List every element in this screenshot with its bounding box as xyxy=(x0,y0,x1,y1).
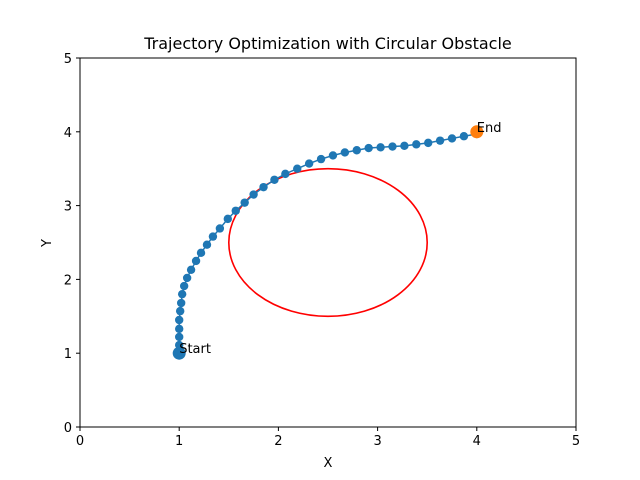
trajectory-point xyxy=(215,224,225,233)
x-axis-label: X xyxy=(324,456,333,471)
trajectory-point xyxy=(423,138,433,148)
trajectory-point xyxy=(259,182,268,192)
trajectory-point xyxy=(196,248,206,258)
trajectory-point xyxy=(376,143,385,152)
start-label: Start xyxy=(179,342,211,357)
trajectory-point xyxy=(412,140,421,149)
trajectory-point xyxy=(240,198,249,207)
end-marker xyxy=(470,125,484,139)
trajectory-point xyxy=(202,240,212,249)
trajectory-point xyxy=(175,332,184,342)
trajectory-point xyxy=(352,146,361,155)
y-tick-label: 5 xyxy=(64,52,72,67)
x-tick-label: 1 xyxy=(175,434,183,449)
y-tick-label: 4 xyxy=(64,126,72,141)
start-marker xyxy=(172,346,186,360)
trajectory-point xyxy=(388,142,397,151)
end-label: End xyxy=(477,121,502,136)
trajectory-point xyxy=(270,175,279,184)
trajectory-point xyxy=(340,148,350,157)
trajectory-point xyxy=(182,273,192,283)
plot-frame xyxy=(79,57,577,428)
trajectory-point xyxy=(186,265,196,275)
trajectory-point xyxy=(208,232,218,241)
trajectory-point xyxy=(231,206,240,215)
trajectory-point xyxy=(447,134,457,143)
trajectory-point xyxy=(400,141,409,151)
trajectory-point xyxy=(293,164,302,173)
trajectory-point xyxy=(316,154,326,164)
trajectory-point xyxy=(435,136,445,145)
trajectory-point xyxy=(175,324,184,334)
trajectory-point xyxy=(175,306,185,316)
axis-ticks: 0 1 2 3 4 5 0 1 2 3 4 5 xyxy=(64,52,580,449)
trajectory-point xyxy=(364,143,373,153)
y-tick-label: 2 xyxy=(64,273,72,288)
trajectory-point xyxy=(281,169,290,179)
x-tick-label: 3 xyxy=(373,434,381,449)
chart-title: Trajectory Optimization with Circular Ob… xyxy=(143,34,512,53)
trajectory-point xyxy=(176,298,186,308)
trajectory-point xyxy=(249,190,258,199)
trajectory-point xyxy=(177,289,187,299)
trajectory-point xyxy=(304,159,314,168)
y-axis-label: Y xyxy=(40,239,55,248)
x-tick-label: 4 xyxy=(473,434,481,449)
trajectory-point xyxy=(179,281,189,291)
trajectory-point xyxy=(175,315,184,325)
trajectory-point xyxy=(223,214,233,224)
obstacle-circle xyxy=(228,167,428,318)
trajectory-point xyxy=(191,256,201,266)
y-tick-label: 3 xyxy=(64,200,72,215)
y-tick-label: 1 xyxy=(64,347,72,362)
trajectory-line xyxy=(178,133,477,354)
trajectory-point xyxy=(459,132,469,141)
trajectory-point xyxy=(328,151,338,160)
x-tick-label: 2 xyxy=(274,434,282,449)
x-tick-label: 5 xyxy=(572,434,580,449)
x-tick-label: 0 xyxy=(76,434,84,449)
plot-area: Start End xyxy=(172,121,502,360)
y-tick-label: 0 xyxy=(64,421,72,436)
